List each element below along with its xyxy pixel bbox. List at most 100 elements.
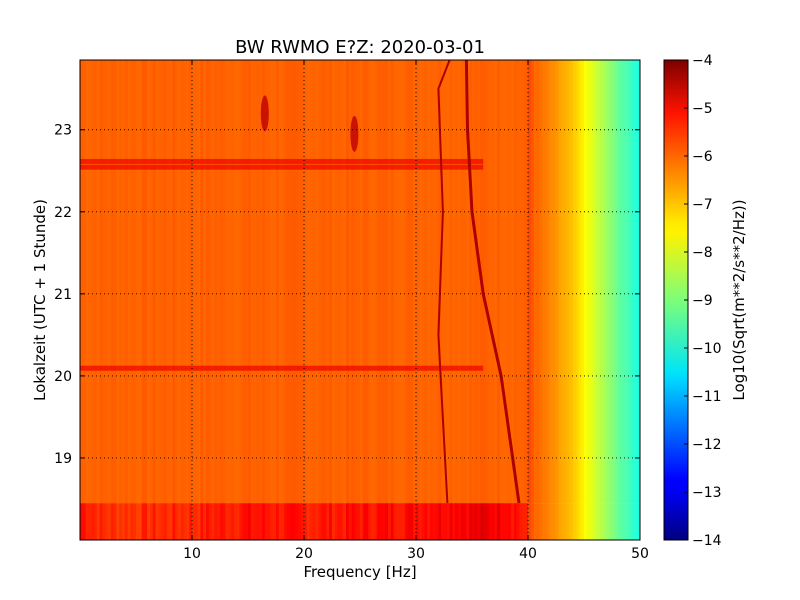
heatmap-column-top (105, 60, 109, 504)
heatmap-column (80, 503, 84, 540)
heatmap-column (444, 503, 448, 540)
heatmap-column-top (175, 60, 179, 504)
heatmap-column-top (522, 60, 526, 504)
heatmap-column (595, 503, 599, 540)
heatmap-column-top (166, 60, 171, 504)
heatmap-column (113, 503, 117, 540)
heatmap-column-top (511, 60, 515, 504)
heatmap-column-top (91, 60, 95, 504)
heatmap-column (197, 503, 201, 540)
heatmap-column (147, 503, 151, 540)
heatmap-column-top (96, 60, 101, 504)
heatmap-column (138, 503, 143, 540)
heatmap-column (225, 503, 229, 540)
heatmap-column-top (410, 60, 414, 504)
heatmap-column (169, 503, 173, 540)
chart-title: BW RWMO E?Z: 2020-03-01 (235, 37, 485, 58)
heatmap-column-top (276, 60, 280, 504)
heatmap-column-top (239, 60, 243, 504)
heatmap-column-top (430, 60, 434, 504)
heatmap-column-top (155, 60, 159, 504)
x-axis-ticks: 10 20 30 40 50 (183, 60, 649, 562)
heatmap-column (332, 503, 336, 540)
heatmap-column-top (360, 60, 364, 504)
heatmap-column (119, 503, 123, 540)
heatmap-column-top (626, 60, 630, 504)
local-event (260, 95, 269, 132)
heatmap-column (589, 503, 593, 540)
heatmap-column (127, 503, 131, 540)
heatmap-column (172, 503, 176, 540)
heatmap-column (477, 503, 481, 540)
heatmap-column-top (561, 60, 565, 504)
heatmap-column-top (256, 60, 260, 504)
heatmap-column (214, 503, 218, 540)
heatmap-column-top (598, 60, 602, 504)
heatmap-column-top (502, 60, 507, 504)
x-tick-label: 30 (407, 546, 425, 562)
heatmap-column-top (150, 60, 154, 504)
heatmap-column (553, 503, 557, 540)
heatmap-column (124, 503, 129, 540)
heatmap-column-top (248, 60, 252, 504)
heatmap-column (161, 503, 165, 540)
heatmap-column-top (586, 60, 591, 504)
heatmap-column (144, 503, 148, 540)
heatmap-column-top (88, 60, 92, 504)
heatmap-column-top (472, 60, 476, 504)
heatmap-column (402, 503, 406, 540)
heatmap-column-top (234, 60, 238, 504)
heatmap-column (292, 503, 297, 540)
heatmap-column (152, 503, 157, 540)
heatmap-column-top (497, 60, 501, 504)
heatmap-column (276, 503, 280, 540)
heatmap-column (435, 503, 439, 540)
heatmap-column (483, 503, 487, 540)
heatmap-column-top (340, 60, 344, 504)
heatmap-column-top (455, 60, 459, 504)
heatmap-column-top (505, 60, 509, 504)
heatmap-column (183, 503, 187, 540)
heatmap-column-top (416, 60, 420, 504)
heatmap-column-top (444, 60, 448, 504)
heatmap-column-top (581, 60, 585, 504)
heatmap-column-top (424, 60, 428, 504)
heatmap-column (194, 503, 199, 540)
heatmap-column (586, 503, 591, 540)
heatmap-column-top (197, 60, 201, 504)
heatmap-column-top (393, 60, 397, 504)
heatmap-column-top (357, 60, 361, 504)
heatmap-column (189, 503, 193, 540)
heatmap-column (231, 503, 235, 540)
heatmap-column (264, 503, 269, 540)
heatmap-column-top (124, 60, 129, 504)
heatmap-column-top (323, 60, 327, 504)
heatmap-column-top (147, 60, 151, 504)
heatmap-column (116, 503, 120, 540)
heatmap-column (620, 503, 624, 540)
heatmap-column-top (245, 60, 249, 504)
heatmap-column-top (130, 60, 134, 504)
heatmap-column (564, 503, 568, 540)
heatmap-column (519, 503, 523, 540)
heatmap-column-top (477, 60, 481, 504)
heatmap-column-top (236, 60, 241, 504)
heatmap-column (186, 503, 190, 540)
heatmap-column (466, 503, 470, 540)
heatmap-column-top (466, 60, 470, 504)
heatmap-column-top (152, 60, 157, 504)
heatmap-column-top (290, 60, 294, 504)
heatmap-column-top (348, 60, 353, 504)
heatmap-column (623, 503, 627, 540)
x-tick-label: 50 (631, 546, 649, 562)
heatmap-column-top (525, 60, 529, 504)
heatmap-column (581, 503, 585, 540)
heatmap-column (556, 503, 560, 540)
colorbar-tick-label: −11 (692, 389, 722, 405)
heatmap-column-top (584, 60, 588, 504)
heatmap-column-top (253, 60, 257, 504)
heatmap-column-top (458, 60, 462, 504)
heatmap-column-top (564, 60, 568, 504)
heatmap-column-top (435, 60, 439, 504)
heatmap-column (407, 503, 411, 540)
